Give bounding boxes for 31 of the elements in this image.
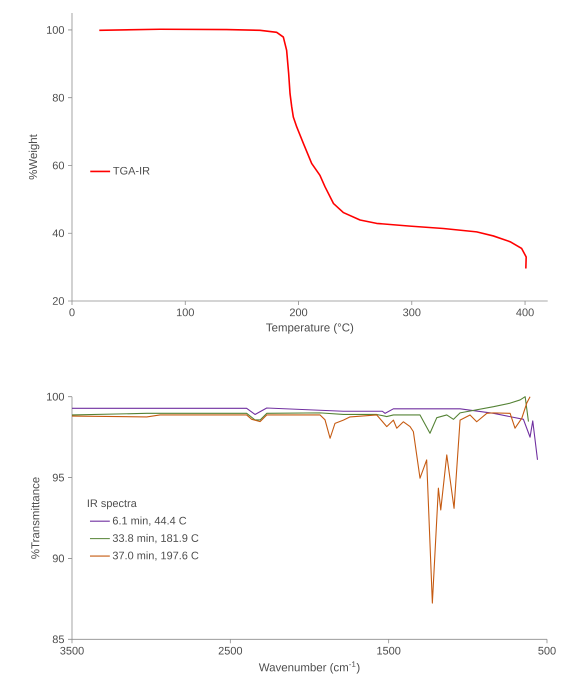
x-tick-label: 100 bbox=[176, 308, 194, 316]
line-series bbox=[98, 28, 527, 270]
x-tick-label: 500 bbox=[538, 646, 556, 655]
y-axis-title: %Weight bbox=[28, 134, 40, 180]
y-tick-label: 60 bbox=[52, 162, 64, 170]
y-tick-label: 40 bbox=[52, 229, 64, 238]
legend-label: 33.8 min, 181.9 C bbox=[112, 534, 198, 544]
legend-title: IR spectra bbox=[88, 499, 137, 510]
line-series bbox=[71, 396, 530, 434]
x-axis-title: Wavenumber (cm$^{-1}$) bbox=[258, 661, 360, 674]
legend-label: 37.0 min, 197.6 C bbox=[112, 551, 198, 561]
x-tick-label: 2500 bbox=[218, 646, 242, 655]
x-tick-label: 400 bbox=[516, 308, 534, 316]
x-axis-title: Temperature (°C) bbox=[266, 323, 354, 334]
line-series bbox=[71, 396, 531, 604]
y-tick-label: 100 bbox=[47, 26, 64, 34]
y-tick-label: 85 bbox=[52, 635, 64, 644]
legend-label: 6.1 min, 44.4 C bbox=[112, 516, 186, 526]
y-tick-label: 20 bbox=[52, 297, 64, 305]
x-tick-label: 0 bbox=[69, 308, 75, 316]
x-tick-label: 3500 bbox=[60, 646, 84, 655]
x-tick-label: 200 bbox=[290, 308, 308, 316]
y-tick-label: 80 bbox=[52, 94, 64, 102]
y-axis-title: %Transmittance bbox=[30, 477, 40, 559]
y-tick-label: 90 bbox=[52, 554, 64, 562]
legend-label: TGA-IR bbox=[113, 166, 150, 175]
x-tick-label: 1500 bbox=[377, 646, 400, 655]
y-tick-label: 100 bbox=[47, 392, 64, 401]
x-tick-label: 300 bbox=[403, 308, 420, 316]
line-series bbox=[71, 407, 538, 460]
y-tick-label: 95 bbox=[52, 474, 64, 482]
